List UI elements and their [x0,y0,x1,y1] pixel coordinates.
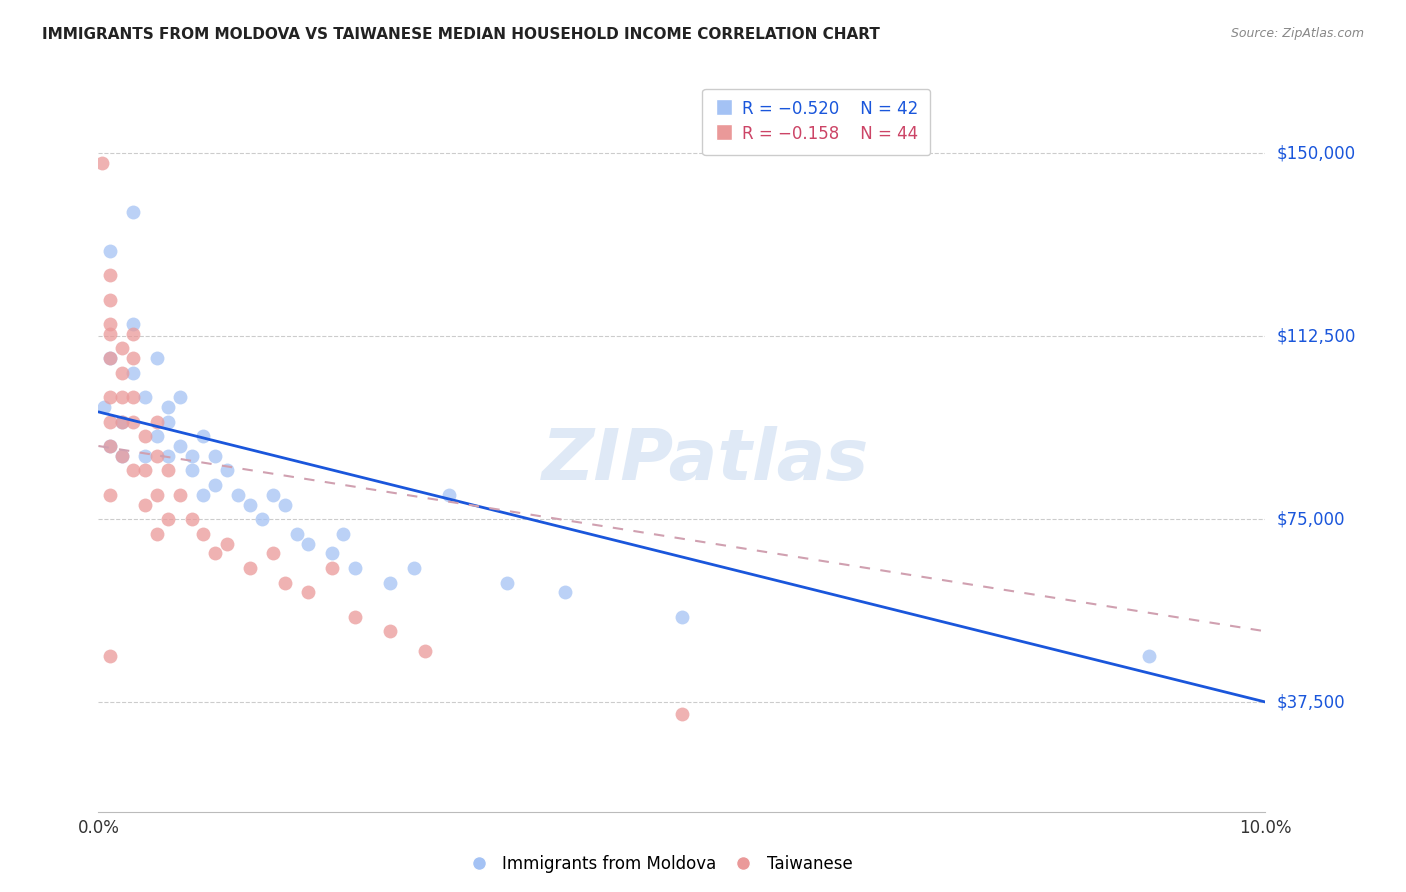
Point [122,205,145,219]
Point [98,390,121,404]
Point [134,498,156,512]
Point [98,244,121,258]
Point [98,439,121,453]
Point [111,415,134,429]
Point [146,429,169,443]
Point [332,526,354,541]
Point [98,488,121,502]
Point [193,429,215,443]
Point [495,575,517,590]
Point [262,546,284,560]
Point [321,561,343,575]
Text: $37,500: $37,500 [1277,693,1346,711]
Point [146,351,169,366]
Point [671,609,693,624]
Point [134,429,156,443]
Text: IMMIGRANTS FROM MOLDOVA VS TAIWANESE MEDIAN HOUSEHOLD INCOME CORRELATION CHART: IMMIGRANTS FROM MOLDOVA VS TAIWANESE MED… [42,27,880,42]
Point [204,449,226,463]
Point [180,449,202,463]
Point [146,449,169,463]
Point [169,439,191,453]
Point [204,478,226,492]
Point [344,609,367,624]
Point [134,449,156,463]
Point [180,512,202,526]
Text: ZIPatlas: ZIPatlas [541,426,869,495]
Legend: R = −0.520    N = 42, R = −0.158    N = 44: R = −0.520 N = 42, R = −0.158 N = 44 [703,88,931,155]
Point [111,449,134,463]
Point [111,390,134,404]
Point [157,463,180,477]
Point [378,624,402,639]
Point [134,463,156,477]
Point [111,415,134,429]
Point [250,512,273,526]
Point [98,268,121,283]
Point [122,390,145,404]
Point [297,585,319,599]
Point [169,488,191,502]
Point [98,326,121,341]
Point [215,536,238,550]
Point [297,536,319,550]
Point [169,390,191,404]
Text: $112,500: $112,500 [1277,327,1355,345]
Point [98,415,121,429]
Point [239,498,262,512]
Point [111,342,134,356]
Point [285,526,308,541]
Point [402,561,425,575]
Point [98,648,121,663]
Point [111,449,134,463]
Point [193,488,215,502]
Point [274,575,297,590]
Point [437,488,460,502]
Point [274,498,297,512]
Point [204,546,226,560]
Point [98,351,121,366]
Point [98,439,121,453]
Point [90,156,112,170]
Point [122,326,145,341]
Point [157,415,180,429]
Point [146,415,169,429]
Point [98,293,121,307]
Point [413,644,436,658]
Point [122,351,145,366]
Point [146,526,169,541]
Point [671,707,693,722]
Point [344,561,367,575]
Point [378,575,402,590]
Point [239,561,262,575]
Text: $150,000: $150,000 [1277,145,1355,162]
Point [134,390,156,404]
Text: Source: ZipAtlas.com: Source: ZipAtlas.com [1230,27,1364,40]
Point [122,317,145,331]
Point [157,449,180,463]
Point [157,512,180,526]
Point [228,488,250,502]
Point [157,400,180,414]
Point [146,488,169,502]
Point [122,463,145,477]
Point [93,400,115,414]
Point [111,366,134,380]
Point [180,463,202,477]
Point [122,415,145,429]
Point [1137,648,1160,663]
Point [262,488,284,502]
Point [98,351,121,366]
Point [193,526,215,541]
Point [98,317,121,331]
Point [321,546,343,560]
Text: $75,000: $75,000 [1277,510,1346,528]
Point [554,585,576,599]
Legend: Immigrants from Moldova, Taiwanese: Immigrants from Moldova, Taiwanese [463,848,859,880]
Point [215,463,238,477]
Point [122,366,145,380]
